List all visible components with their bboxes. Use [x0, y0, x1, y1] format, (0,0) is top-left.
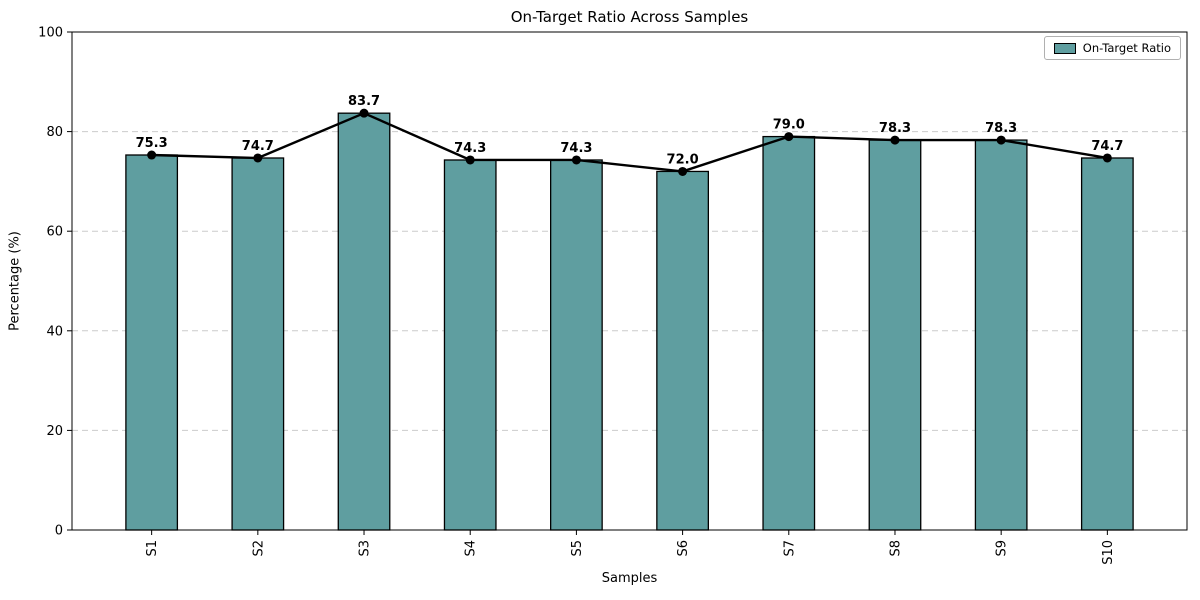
- bar-value-label: 83.7: [348, 94, 380, 109]
- y-axis-label: Percentage (%): [7, 231, 23, 331]
- bar-value-label: 75.3: [136, 136, 168, 151]
- bar: [550, 159, 603, 531]
- y-tick-label: 0: [55, 524, 63, 539]
- y-tick-label: 20: [46, 424, 63, 439]
- bar: [125, 154, 179, 531]
- x-tick-label: S3: [358, 540, 373, 557]
- bar: [762, 135, 816, 531]
- bar: [443, 159, 497, 531]
- y-tick-label: 40: [46, 324, 63, 339]
- x-tick-label: S10: [1101, 540, 1116, 565]
- data-point-marker: [465, 155, 475, 165]
- bar-value-label: 74.3: [454, 141, 486, 156]
- trend-line: [150, 111, 1109, 173]
- bar: [231, 157, 285, 531]
- bar-value-label: 72.0: [667, 152, 699, 167]
- data-point-marker: [253, 153, 263, 163]
- bar-value-label: 74.7: [242, 139, 274, 154]
- data-point-marker: [1102, 153, 1112, 163]
- bar: [337, 112, 391, 531]
- x-tick-label: S8: [888, 540, 903, 557]
- data-point-marker: [996, 135, 1006, 145]
- x-tick-label: S5: [570, 540, 585, 557]
- x-tick-label: S4: [464, 540, 479, 557]
- legend-label: On-Target Ratio: [1082, 41, 1171, 55]
- bar-value-label: 74.3: [560, 141, 592, 156]
- bar: [1080, 157, 1134, 531]
- plot-border: [71, 31, 1188, 531]
- bar: [974, 139, 1028, 531]
- bar-value-label: 78.3: [879, 121, 911, 136]
- x-tick-label: S2: [251, 540, 266, 557]
- y-tick-label: 100: [38, 26, 63, 41]
- bar-value-label: 78.3: [985, 121, 1017, 136]
- bar: [868, 139, 922, 531]
- y-tick-label: 80: [46, 125, 63, 140]
- bar-value-label: 74.7: [1091, 139, 1123, 154]
- x-tick-label: S1: [145, 540, 160, 557]
- data-point-marker: [571, 155, 581, 165]
- x-tick-label: S6: [676, 540, 691, 557]
- data-point-marker: [890, 135, 900, 145]
- y-tick-label: 60: [46, 225, 63, 240]
- data-point-marker: [359, 108, 369, 118]
- x-tick-label: S7: [782, 540, 797, 557]
- data-point-marker: [147, 150, 157, 160]
- data-point-marker: [784, 132, 794, 142]
- bar-value-label: 79.0: [773, 118, 805, 133]
- x-tick-label: S9: [995, 540, 1010, 557]
- chart-title: On-Target Ratio Across Samples: [510, 8, 749, 26]
- x-axis-label: Samples: [601, 571, 658, 586]
- data-point-marker: [678, 166, 688, 176]
- bar: [656, 170, 709, 531]
- legend-swatch-icon: [1053, 42, 1076, 54]
- legend: On-Target Ratio: [1043, 36, 1181, 60]
